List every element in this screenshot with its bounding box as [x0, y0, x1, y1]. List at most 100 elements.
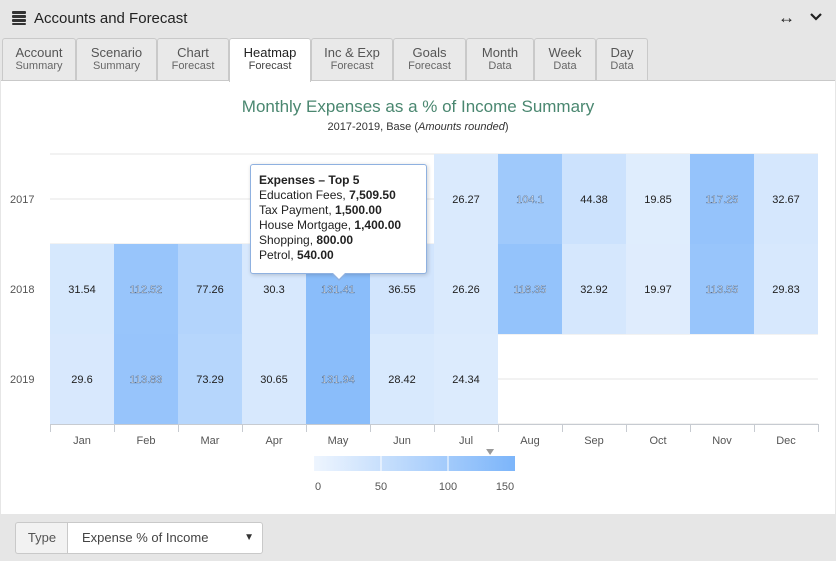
tab-label: Inc & Exp — [324, 45, 380, 60]
heatmap-cell[interactable] — [754, 244, 818, 334]
heatmap-cell[interactable] — [178, 334, 242, 424]
heatmap-cell[interactable] — [50, 334, 114, 424]
cell-value-label: 77.26 — [196, 284, 224, 296]
heatmap-cell[interactable] — [306, 334, 370, 424]
color-legend-label: 100 — [439, 481, 457, 493]
expenses-tooltip: Expenses – Top 5 Education Fees, 7,509.5… — [250, 164, 427, 281]
heatmap-cell[interactable] — [562, 244, 626, 334]
cell-value-label: 131.41 — [321, 284, 355, 296]
x-axis-label: Aug — [520, 435, 540, 447]
tooltip-item-value: 800.00 — [316, 233, 354, 247]
cell-value-label: 30.3 — [263, 284, 284, 296]
chart-subtitle: 2017-2019, Base (Amounts rounded) — [0, 121, 836, 133]
heatmap-cell[interactable] — [754, 154, 818, 244]
horizontal-arrows-icon[interactable]: ↔ — [778, 8, 795, 27]
tab-goals-forecast[interactable]: Goals Forecast — [393, 38, 466, 81]
tab-label: Heatmap — [243, 45, 297, 60]
tooltip-item: Petrol, 540.00 — [259, 248, 334, 262]
tooltip-item-value: 540.00 — [297, 248, 334, 262]
tab-week-data[interactable]: Week Data — [534, 38, 596, 81]
tab-sublabel: Forecast — [330, 60, 374, 72]
heatmap-cell[interactable] — [434, 244, 498, 334]
tooltip-item: House Mortgage, 1,400.00 — [259, 218, 402, 232]
heatmap-cell[interactable] — [690, 244, 754, 334]
tab-sublabel: Summary — [15, 60, 63, 72]
tooltip-item-value: 1,400.00 — [354, 218, 402, 232]
tab-sublabel: Forecast — [248, 60, 292, 72]
x-axis-label: Jan — [73, 435, 91, 447]
chart-title: Monthly Expenses as a % of Income Summar… — [241, 97, 595, 116]
view-tabs: Account Summary Scenario Summary Chart F… — [0, 38, 836, 82]
tab-label: Chart — [177, 45, 209, 60]
heatmap-cell[interactable] — [242, 334, 306, 424]
database-stack-icon — [12, 11, 26, 25]
color-legend-label: 150 — [496, 481, 514, 493]
tab-sublabel: Data — [553, 60, 577, 72]
heatmap-cell[interactable] — [498, 154, 562, 244]
x-axis-label: Dec — [776, 435, 796, 447]
color-legend-label: 50 — [375, 481, 387, 493]
heatmap-cell[interactable] — [562, 154, 626, 244]
tooltip-item-label: Tax Payment — [259, 203, 329, 217]
tooltip-item: Tax Payment, 1,500.00 — [259, 203, 382, 217]
subtitle-italic: Amounts rounded — [418, 121, 505, 133]
tab-label: Scenario — [90, 45, 143, 60]
cell-value-label: 73.29 — [196, 374, 224, 386]
cell-value-label: 32.67 — [772, 194, 800, 206]
cell-value-label: 131.94 — [321, 374, 355, 386]
tooltip-item-value: 7,509.50 — [349, 188, 396, 202]
cell-value-label: 117.25 — [706, 194, 739, 206]
x-axis-label: May — [328, 435, 349, 447]
x-axis-label: Feb — [137, 435, 156, 447]
tooltip-item-label: Petrol — [259, 248, 291, 262]
color-legend-bar — [314, 456, 515, 471]
heatmap-cell[interactable] — [434, 334, 498, 424]
tab-inc-exp-forecast[interactable]: Inc & Exp Forecast — [311, 38, 393, 81]
cell-value-label: 26.26 — [452, 284, 480, 296]
tooltip-item-label: House Mortgage — [259, 218, 348, 232]
cell-value-label: 31.54 — [68, 284, 96, 296]
heatmap-cell[interactable] — [370, 334, 434, 424]
cell-value-label: 29.83 — [772, 284, 800, 296]
tab-chart-forecast[interactable]: Chart Forecast — [157, 38, 229, 81]
x-axis-label: Oct — [649, 435, 666, 447]
heatmap-cell[interactable] — [690, 154, 754, 244]
heatmap-cell[interactable] — [178, 244, 242, 334]
tab-heatmap-forecast[interactable]: Heatmap Forecast — [229, 38, 311, 82]
cell-value-label: 113.83 — [130, 374, 163, 386]
tab-sublabel: Data — [610, 60, 634, 72]
tab-sublabel: Data — [488, 60, 512, 72]
tab-account-summary[interactable]: Account Summary — [2, 38, 76, 81]
cell-value-label: 112.52 — [130, 284, 163, 296]
tooltip-item: Shopping, 800.00 — [259, 233, 354, 247]
heatmap-cell[interactable] — [626, 154, 690, 244]
tab-label: Goals — [412, 45, 447, 60]
heatmap-cell[interactable] — [50, 244, 114, 334]
heatmap-cell[interactable] — [626, 244, 690, 334]
tab-day-data[interactable]: Day Data — [596, 38, 648, 81]
heatmap-cell[interactable] — [434, 154, 498, 244]
tooltip-item-label: Education Fees — [259, 188, 343, 202]
heatmap-chart: 26.27 104.1 44.38 19.85 117.25 32.67 31.54 112.… — [10, 153, 819, 493]
heatmap-cell[interactable] — [114, 334, 178, 424]
y-axis-label: 2017 — [10, 194, 34, 206]
type-select[interactable]: Expense % of Income ▼ — [67, 522, 263, 554]
cell-value-label: 44.38 — [580, 194, 608, 206]
chevron-down-icon[interactable] — [808, 9, 824, 25]
y-axis-label: 2018 — [10, 284, 34, 296]
y-axis-label: 2019 — [10, 374, 34, 386]
tab-label: Week — [548, 45, 582, 60]
cell-value-label: 118.35 — [514, 284, 547, 296]
tab-scenario-summary[interactable]: Scenario Summary — [76, 38, 157, 81]
cell-value-label: 32.92 — [580, 284, 608, 296]
subtitle-prefix: 2017-2019, Base ( — [327, 121, 418, 133]
window-title: Accounts and Forecast — [34, 10, 188, 27]
cell-value-label: 19.97 — [644, 284, 672, 296]
caret-down-icon: ▼ — [244, 532, 254, 543]
cell-value-label: 113.55 — [706, 284, 739, 296]
heatmap-cell[interactable] — [498, 244, 562, 334]
tab-month-data[interactable]: Month Data — [466, 38, 534, 81]
window-titlebar: Accounts and Forecast ↔ — [0, 0, 836, 38]
heatmap-cell[interactable] — [114, 244, 178, 334]
color-legend-label: 0 — [315, 481, 321, 493]
